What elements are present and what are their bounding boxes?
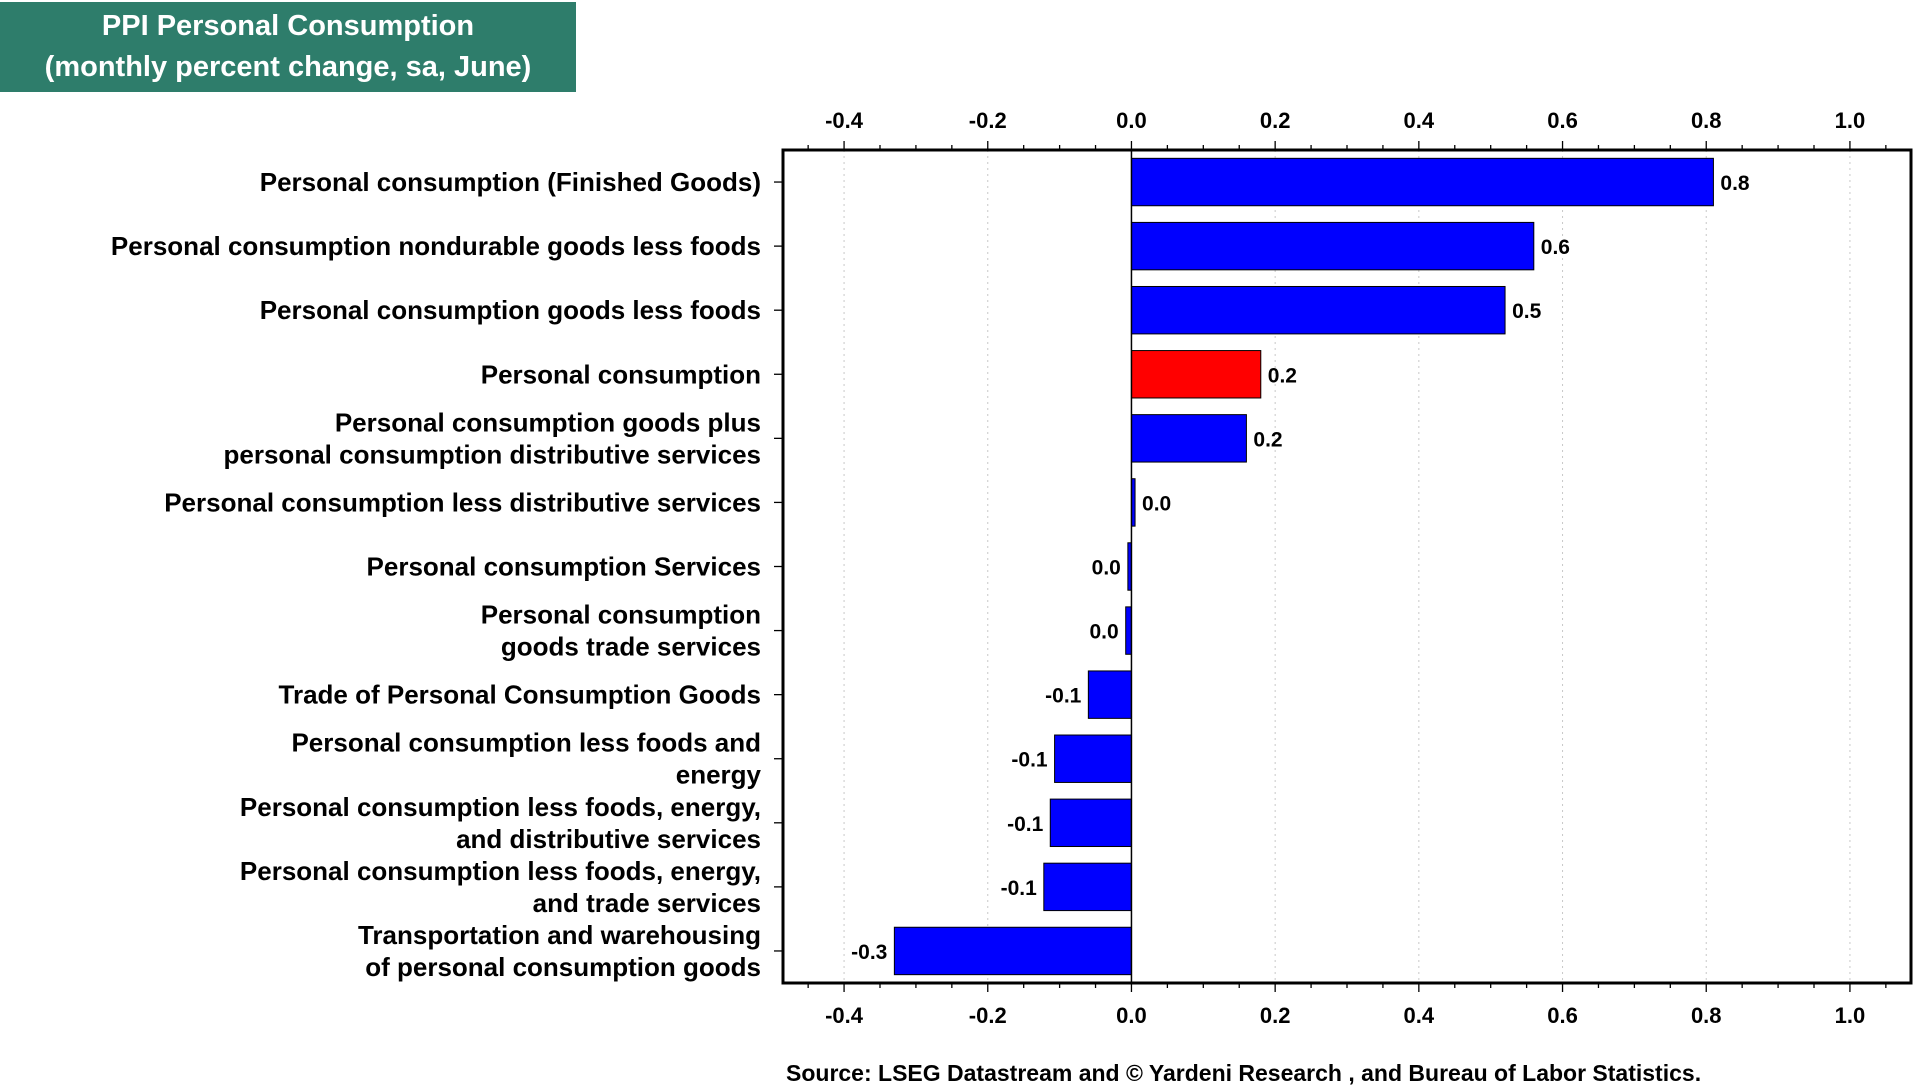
data-label-3: 0.2: [1268, 364, 1297, 387]
category-label-9: energy: [676, 760, 762, 790]
bar-1: [1130, 221, 1535, 271]
plot-frame: [781, 148, 1913, 985]
category-label-8: Trade of Personal Consumption Goods: [279, 680, 762, 710]
bottom-tick-label: 0.2: [1260, 1003, 1291, 1028]
bottom-tick-label: 0.8: [1691, 1003, 1722, 1028]
bar-11: [1043, 862, 1132, 912]
top-tick-label: -0.4: [825, 108, 864, 133]
bar-10: [1049, 798, 1132, 848]
bar-2: [1130, 285, 1506, 335]
category-label-10: and distributive services: [456, 824, 761, 854]
top-tick-label: 0.4: [1404, 108, 1435, 133]
bar-7: [1125, 606, 1132, 655]
category-label-2: Personal consumption goods less foods: [260, 295, 761, 325]
category-label-4: Personal consumption goods plus: [335, 407, 761, 437]
category-label-11: and trade services: [533, 888, 761, 918]
top-tick-label: -0.2: [969, 108, 1007, 133]
data-label-11: -0.1: [1001, 877, 1038, 900]
bottom-tick-label: 1.0: [1835, 1003, 1866, 1028]
data-label-9: -0.1: [1011, 749, 1048, 772]
category-label-6: Personal consumption Services: [367, 552, 761, 582]
bottom-tick-label: -0.4: [825, 1003, 864, 1028]
category-label-11: Personal consumption less foods, energy,: [240, 856, 761, 886]
category-label-4: personal consumption distributive servic…: [224, 439, 761, 469]
top-tick-label: 0.8: [1691, 108, 1722, 133]
data-label-0: 0.8: [1720, 172, 1750, 195]
bottom-tick-label: 0.0: [1116, 1003, 1147, 1028]
chart-subtitle: (monthly percent change, sa, June): [44, 51, 532, 83]
category-label-9: Personal consumption less foods and: [291, 728, 761, 758]
category-label-7: goods trade services: [501, 632, 761, 662]
chart-title-box: PPI Personal Consumption (monthly percen…: [0, 2, 576, 92]
bar-0: [1130, 157, 1714, 207]
bar-12: [893, 926, 1132, 976]
top-tick-label: 0.6: [1547, 108, 1578, 133]
data-label-7: 0.0: [1090, 621, 1119, 644]
data-label-1: 0.6: [1541, 236, 1570, 259]
data-label-12: -0.3: [851, 941, 887, 964]
data-label-2: 0.5: [1512, 300, 1542, 323]
top-tick-label: 0.2: [1260, 108, 1291, 133]
top-tick-label: 1.0: [1835, 108, 1866, 133]
category-label-12: Transportation and warehousing: [358, 920, 761, 950]
data-label-10: -0.1: [1007, 813, 1044, 836]
category-label-12: of personal consumption goods: [365, 952, 761, 982]
data-label-6: 0.0: [1092, 557, 1121, 580]
chart-title: PPI Personal Consumption: [101, 10, 475, 42]
top-tick-label: 0.0: [1116, 108, 1147, 133]
data-label-8: -0.1: [1045, 685, 1082, 708]
category-label-3: Personal consumption: [481, 359, 761, 389]
bar-8: [1087, 670, 1132, 719]
bar-3: [1130, 350, 1262, 399]
bottom-tick-label: 0.4: [1404, 1003, 1435, 1028]
bar-4: [1130, 414, 1247, 463]
data-label-4: 0.2: [1253, 428, 1282, 451]
category-label-5: Personal consumption less distributive s…: [164, 487, 761, 517]
category-label-0: Personal consumption (Finished Goods): [260, 167, 761, 197]
bar-9: [1054, 734, 1132, 783]
category-label-7: Personal consumption: [481, 600, 761, 630]
source-note: Source: LSEG Datastream and © Yardeni Re…: [786, 1060, 1702, 1086]
category-label-10: Personal consumption less foods, energy,: [240, 792, 761, 822]
bottom-tick-label: 0.6: [1547, 1003, 1578, 1028]
category-label-1: Personal consumption nondurable goods le…: [111, 231, 761, 261]
data-label-5: 0.0: [1142, 492, 1171, 515]
bottom-tick-label: -0.2: [969, 1003, 1007, 1028]
